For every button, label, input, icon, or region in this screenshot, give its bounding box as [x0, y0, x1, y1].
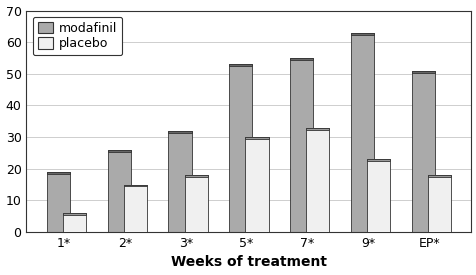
Bar: [184, 175, 207, 232]
Legend: modafinil, placebo: modafinil, placebo: [32, 17, 122, 55]
Bar: [107, 150, 130, 152]
Bar: [63, 213, 86, 232]
Bar: [289, 58, 313, 232]
Bar: [289, 58, 313, 60]
Bar: [350, 33, 373, 35]
Bar: [168, 131, 191, 232]
Bar: [184, 175, 207, 177]
Bar: [411, 71, 434, 232]
Bar: [306, 128, 329, 130]
X-axis label: Weeks of treatment: Weeks of treatment: [170, 255, 326, 270]
Bar: [63, 213, 86, 215]
Bar: [367, 159, 389, 161]
Bar: [245, 137, 268, 232]
Bar: [47, 172, 69, 174]
Bar: [411, 71, 434, 73]
Bar: [350, 33, 373, 232]
Bar: [367, 159, 389, 232]
Bar: [245, 137, 268, 139]
Bar: [123, 185, 147, 186]
Bar: [47, 172, 69, 232]
Bar: [229, 64, 252, 66]
Bar: [123, 185, 147, 232]
Bar: [107, 150, 130, 232]
Bar: [306, 128, 329, 232]
Bar: [168, 131, 191, 133]
Bar: [427, 175, 450, 177]
Bar: [229, 64, 252, 232]
Bar: [427, 175, 450, 232]
